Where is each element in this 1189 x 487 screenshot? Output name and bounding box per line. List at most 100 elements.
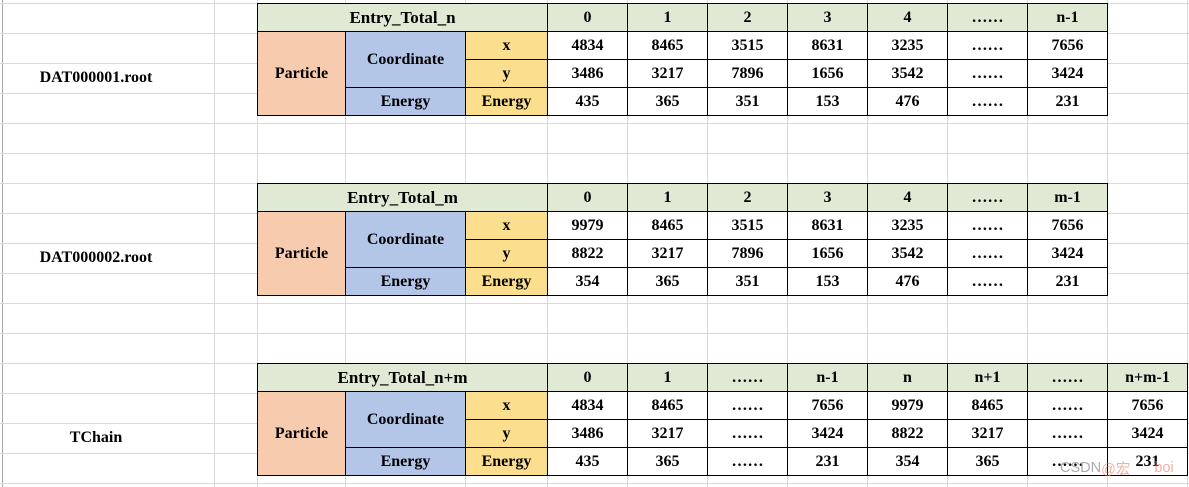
row-label-cell: x <box>465 391 548 420</box>
value-cell: 365 <box>627 267 709 296</box>
energy-group-cell: Energy <box>345 87 466 116</box>
value-cell: …… <box>947 59 1029 88</box>
energy-group-cell: Energy <box>345 267 466 296</box>
value-cell: 231 <box>1027 267 1109 296</box>
value-cell: …… <box>947 87 1029 116</box>
row-label-cell: y <box>465 419 548 448</box>
value-cell: 365 <box>627 87 709 116</box>
root-file-table-1: Entry_Total_n 0 1 2 3 4…… n-1 Particle Coordinat… <box>256 3 1109 116</box>
value-cell: …… <box>1027 391 1108 420</box>
value-cell: 3486 <box>547 419 628 448</box>
value-cell: 351 <box>707 87 789 116</box>
horizontal-gridline <box>0 303 1189 304</box>
row-label-cell: Energy <box>464 267 549 296</box>
value-cell: 231 <box>1107 447 1188 476</box>
table-title-cell: Entry_Total_n <box>256 3 549 32</box>
value-cell: 3542 <box>867 59 949 88</box>
value-cell: 476 <box>867 267 949 296</box>
column-header-cell: n-1 <box>1027 3 1109 32</box>
row-label-cell: y <box>464 239 549 268</box>
value-cell: 8465 <box>627 31 709 60</box>
coordinate-group-cell: Coordinate <box>345 211 466 268</box>
value-cell: 7896 <box>707 239 789 268</box>
tchain-table: Entry_Total_n+m 0 1…… n-1 n n+1…… n+m-1 Particl… <box>257 363 1188 476</box>
value-cell: 7656 <box>1027 211 1109 240</box>
column-header-cell: n+m-1 <box>1107 363 1188 392</box>
horizontal-gridline <box>0 483 1189 484</box>
value-cell: 365 <box>627 447 708 476</box>
column-header-cell: n <box>867 363 948 392</box>
value-cell: 8631 <box>787 31 869 60</box>
column-header-cell: …… <box>947 3 1029 32</box>
column-header-cell: 1 <box>627 183 709 212</box>
value-cell: 3424 <box>1027 239 1109 268</box>
value-cell: 3217 <box>627 419 708 448</box>
column-header-cell: 2 <box>707 3 789 32</box>
column-header-cell: 0 <box>547 183 629 212</box>
value-cell: 9979 <box>867 391 948 420</box>
value-cell: 351 <box>707 267 789 296</box>
column-header-cell: …… <box>1027 363 1108 392</box>
column-header-cell: 3 <box>787 3 869 32</box>
value-cell: 435 <box>547 447 628 476</box>
value-cell: …… <box>707 391 788 420</box>
value-cell: …… <box>947 267 1029 296</box>
value-cell: 3217 <box>627 239 709 268</box>
value-cell: 231 <box>1027 87 1109 116</box>
value-cell: 7656 <box>1107 391 1188 420</box>
value-cell: 3424 <box>787 419 868 448</box>
value-cell: 8631 <box>787 211 869 240</box>
value-cell: 153 <box>787 267 869 296</box>
value-cell: 3515 <box>707 211 789 240</box>
value-cell: 3486 <box>547 59 629 88</box>
coordinate-group-cell: Coordinate <box>345 31 466 88</box>
horizontal-gridline <box>0 153 1189 154</box>
column-header-cell: …… <box>707 363 788 392</box>
value-cell: 8465 <box>627 391 708 420</box>
column-header-cell: 0 <box>547 363 628 392</box>
value-cell: 4834 <box>547 31 629 60</box>
column-header-cell: 2 <box>707 183 789 212</box>
particle-group-cell: Particle <box>257 211 346 296</box>
table-title-cell: Entry_Total_m <box>256 183 549 212</box>
particle-group-cell: Particle <box>257 391 346 476</box>
root-file-table-2: Entry_Total_m 0 1 2 3 4…… m-1 Particle Coordinat… <box>256 183 1109 296</box>
value-cell: 3235 <box>867 211 949 240</box>
value-cell: …… <box>707 419 788 448</box>
value-cell: 153 <box>787 87 869 116</box>
value-cell: 3424 <box>1107 419 1188 448</box>
value-cell: 1656 <box>787 239 869 268</box>
horizontal-gridline <box>0 333 1189 334</box>
value-cell: 3235 <box>867 31 949 60</box>
value-cell: 3542 <box>867 239 949 268</box>
column-header-cell: …… <box>947 183 1029 212</box>
column-header-cell: n+1 <box>947 363 1028 392</box>
file-label-dat000001: DAT000001.root <box>39 69 153 86</box>
value-cell: …… <box>947 31 1029 60</box>
column-header-cell: 0 <box>547 3 629 32</box>
value-cell: 1656 <box>787 59 869 88</box>
value-cell: 3515 <box>707 31 789 60</box>
column-header-cell: n-1 <box>787 363 868 392</box>
value-cell: 435 <box>547 87 629 116</box>
value-cell: 3217 <box>627 59 709 88</box>
value-cell: …… <box>947 239 1029 268</box>
value-cell: 365 <box>947 447 1028 476</box>
file-label-tchain: TChain <box>69 429 123 446</box>
value-cell: 7896 <box>707 59 789 88</box>
file-label-dat000002: DAT000002.root <box>39 249 153 266</box>
value-cell: 354 <box>547 267 629 296</box>
value-cell: 231 <box>787 447 868 476</box>
value-cell: 8822 <box>867 419 948 448</box>
coordinate-group-cell: Coordinate <box>345 391 466 448</box>
row-label-cell: Energy <box>465 447 548 476</box>
table-title-cell: Entry_Total_n+m <box>257 363 548 392</box>
value-cell: 7656 <box>1027 31 1109 60</box>
value-cell: 354 <box>867 447 948 476</box>
column-header-cell: m-1 <box>1027 183 1109 212</box>
value-cell: …… <box>1027 419 1108 448</box>
column-header-cell: 1 <box>627 363 708 392</box>
value-cell: 8822 <box>547 239 629 268</box>
column-header-cell: 1 <box>627 3 709 32</box>
